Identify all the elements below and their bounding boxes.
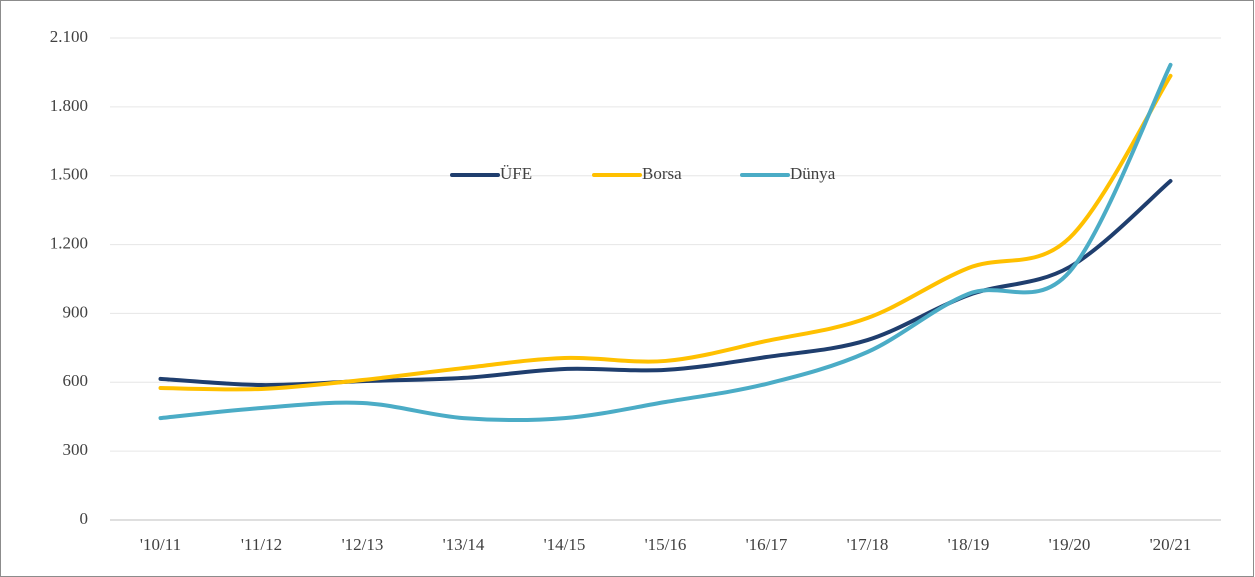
y-tick-label: 0 xyxy=(80,509,89,528)
y-tick-label: 1.200 xyxy=(50,233,88,252)
x-tick-label: '18/19 xyxy=(948,535,990,554)
x-tick-label: '10/11 xyxy=(140,535,181,554)
x-tick-label: '13/14 xyxy=(443,535,485,554)
legend-label: Dünya xyxy=(790,164,836,183)
x-tick-label: '14/15 xyxy=(544,535,586,554)
x-tick-label: '20/21 xyxy=(1150,535,1192,554)
y-tick-label: 300 xyxy=(63,440,89,459)
legend-label: ÜFE xyxy=(500,164,532,183)
line-series xyxy=(158,73,1173,392)
x-tick-label: '16/17 xyxy=(746,535,788,554)
y-tick-label: 1.500 xyxy=(50,165,88,184)
x-tick-label: '11/12 xyxy=(241,535,282,554)
x-tick-label: '19/20 xyxy=(1049,535,1091,554)
y-tick-label: 900 xyxy=(63,302,89,321)
line-series xyxy=(158,62,1173,423)
x-tick-label: '15/16 xyxy=(645,535,687,554)
x-tick-label: '17/18 xyxy=(847,535,889,554)
legend-label: Borsa xyxy=(642,164,682,183)
y-tick-label: 1.800 xyxy=(50,96,88,115)
y-tick-label: 2.100 xyxy=(50,27,88,46)
x-tick-label: '12/13 xyxy=(342,535,384,554)
y-tick-label: 600 xyxy=(63,371,89,390)
